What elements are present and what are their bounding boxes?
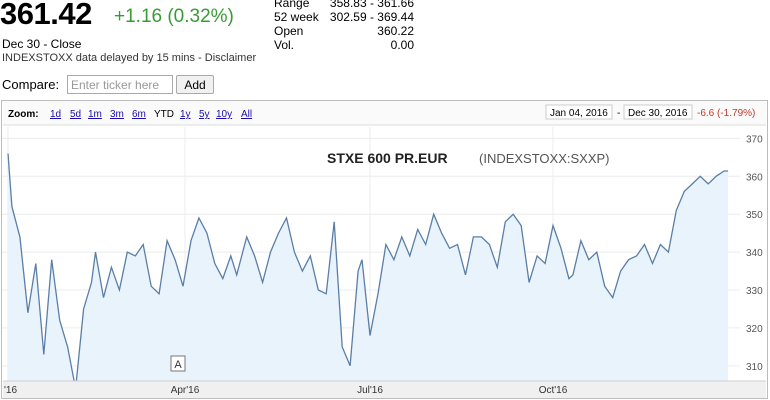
compare-ticker-input[interactable] bbox=[67, 75, 173, 94]
range-start-date: Jan 04, 2016 bbox=[550, 108, 608, 119]
zoom-option-1y[interactable]: 1y bbox=[180, 109, 191, 120]
x-tick-label: Oct'16 bbox=[539, 385, 568, 396]
y-tick-label: 350 bbox=[746, 210, 763, 221]
price-area bbox=[8, 153, 729, 389]
zoom-label: Zoom: bbox=[8, 109, 39, 120]
y-tick-label: 340 bbox=[746, 248, 763, 259]
range-start-box[interactable] bbox=[545, 104, 613, 120]
stat-label: 52 week bbox=[274, 10, 319, 24]
price-change: +1.16 (0.32%) bbox=[114, 6, 234, 27]
stat-row-range: Range 358.83 - 361.66 bbox=[274, 0, 414, 10]
stat-label: Vol. bbox=[274, 38, 295, 52]
y-tick-label: 320 bbox=[746, 324, 763, 335]
zoom-option-10y[interactable]: 10y bbox=[216, 109, 232, 120]
x-tick-label: '16 bbox=[4, 385, 17, 396]
range-end-date: Dec 30, 2016 bbox=[628, 108, 688, 119]
close-date: Dec 30 - Close bbox=[2, 37, 82, 51]
zoom-option-1m[interactable]: 1m bbox=[88, 109, 102, 120]
annotation-marker-label: A bbox=[174, 359, 182, 371]
stat-label: Range bbox=[274, 0, 310, 10]
last-price: 361.42 bbox=[0, 0, 92, 31]
stat-row-open: Open 360.22 bbox=[274, 24, 414, 38]
stat-value: 0.00 bbox=[390, 38, 414, 52]
y-tick-label: 330 bbox=[746, 286, 763, 297]
stat-value: 360.22 bbox=[377, 24, 414, 38]
annotation-marker[interactable] bbox=[170, 355, 186, 372]
stat-label: Open bbox=[274, 24, 304, 38]
range-separator: - bbox=[617, 108, 620, 119]
stat-row-52week: 52 week 302.59 - 369.44 bbox=[274, 10, 414, 24]
stat-row-volume: Vol. 0.00 bbox=[274, 38, 414, 52]
zoom-option-6m[interactable]: 6m bbox=[132, 109, 146, 120]
y-tick-label: 310 bbox=[746, 362, 763, 373]
stats-table: Range 358.83 - 361.66 52 week 302.59 - 3… bbox=[274, 0, 414, 52]
add-compare-button[interactable]: Add bbox=[176, 75, 214, 94]
x-axis-band bbox=[3, 381, 766, 398]
stat-value: 358.83 - 361.66 bbox=[329, 0, 414, 10]
zoom-option-all[interactable]: All bbox=[241, 109, 252, 120]
price-line bbox=[7, 153, 729, 389]
chart-frame bbox=[1, 100, 768, 399]
zoom-option-3m[interactable]: 3m bbox=[110, 109, 124, 120]
x-tick-label: Apr'16 bbox=[171, 385, 200, 396]
y-tick-label: 360 bbox=[746, 172, 763, 183]
stat-value: 302.59 - 369.44 bbox=[329, 10, 414, 24]
compare-label: Compare: bbox=[2, 77, 60, 92]
zoom-option-ytd[interactable]: YTD bbox=[154, 109, 174, 120]
x-tick-label: Jul'16 bbox=[357, 385, 383, 396]
range-end-box[interactable] bbox=[623, 104, 693, 120]
range-change: -6.6 (-1.79%) bbox=[697, 108, 755, 119]
zoom-option-1d[interactable]: 1d bbox=[50, 109, 61, 120]
zoom-option-5y[interactable]: 5y bbox=[199, 109, 210, 120]
zoom-option-5d[interactable]: 5d bbox=[70, 109, 81, 120]
y-tick-label: 370 bbox=[746, 134, 763, 145]
chart-subtitle: (INDEXSTOXX:SXXP) bbox=[479, 151, 610, 166]
delay-disclaimer[interactable]: INDEXSTOXX data delayed by 15 mins - Dis… bbox=[2, 52, 257, 64]
chart-title: STXE 600 PR.EUR bbox=[327, 150, 448, 166]
